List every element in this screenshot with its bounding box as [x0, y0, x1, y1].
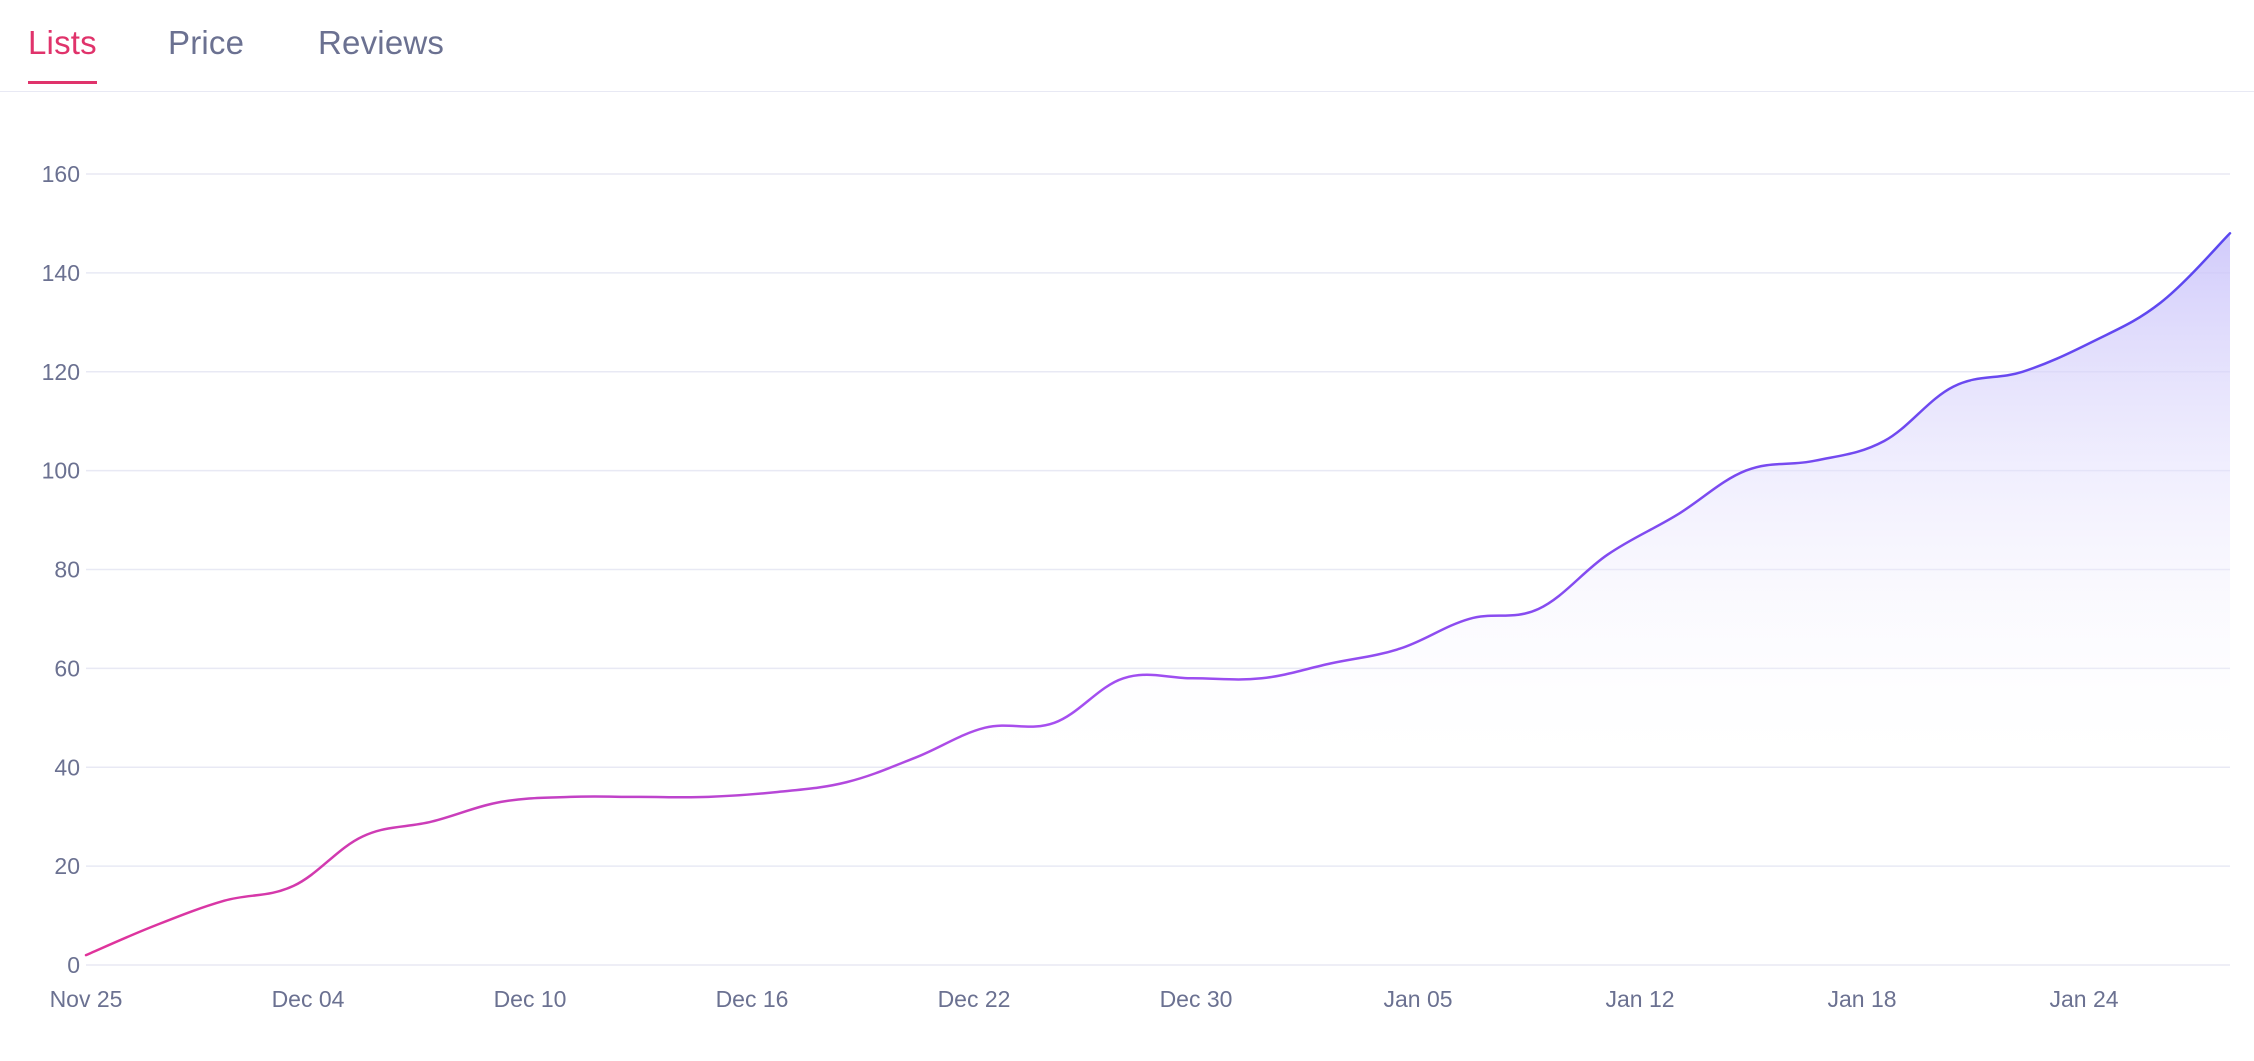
data-point[interactable] — [2153, 295, 2169, 311]
x-tick-label: Dec 16 — [716, 986, 789, 1012]
x-tick-label: Dec 10 — [494, 986, 567, 1012]
data-point[interactable] — [562, 789, 578, 805]
x-axis: Nov 25 Dec 04 Dec 10 Dec 16 Dec 22 Dec 30 Jan … — [50, 986, 2119, 1012]
tab-reviews[interactable]: Reviews — [318, 24, 445, 61]
data-point[interactable] — [78, 947, 94, 963]
data-point[interactable] — [147, 917, 163, 933]
x-tick-label: Jan 18 — [1827, 986, 1896, 1012]
data-point[interactable] — [2015, 364, 2031, 380]
data-point[interactable] — [1530, 601, 1546, 617]
data-point[interactable] — [1945, 379, 1961, 395]
x-tick-label: Nov 25 — [50, 986, 123, 1012]
data-point[interactable] — [1807, 453, 1823, 469]
data-point[interactable] — [216, 893, 232, 909]
x-tick-label: Dec 22 — [938, 986, 1011, 1012]
data-point[interactable] — [1876, 433, 1892, 449]
lists-chart: 0 20 40 60 80 100 120 140 160 Nov 25 Dec 04 Dec 10… — [0, 92, 2254, 1056]
y-tick-label: 100 — [42, 458, 80, 484]
x-tick-label: Jan 05 — [1383, 986, 1452, 1012]
data-point[interactable] — [2222, 225, 2238, 241]
data-point[interactable] — [839, 774, 855, 790]
y-tick-label: 160 — [42, 161, 80, 187]
y-tick-label: 120 — [42, 359, 80, 385]
line-group — [84, 232, 2232, 957]
y-tick-label: 40 — [54, 754, 80, 780]
tab-price[interactable]: Price — [168, 24, 245, 61]
data-point[interactable] — [493, 794, 509, 810]
data-point[interactable] — [285, 878, 301, 894]
data-point[interactable] — [424, 814, 440, 830]
data-point[interactable] — [1461, 611, 1477, 627]
series-line — [84, 232, 2232, 957]
data-point[interactable] — [1392, 641, 1408, 657]
data-point[interactable] — [700, 789, 716, 805]
data-point[interactable] — [1600, 547, 1616, 563]
data-point[interactable] — [1669, 507, 1685, 523]
y-tick-label: 60 — [54, 655, 80, 681]
data-point[interactable] — [1738, 463, 1754, 479]
y-tick-label: 140 — [42, 260, 80, 286]
data-point[interactable] — [1046, 715, 1062, 731]
data-point[interactable] — [1254, 670, 1270, 686]
data-point[interactable] — [770, 784, 786, 800]
x-tick-label: Jan 12 — [1605, 986, 1674, 1012]
y-tick-label: 0 — [67, 952, 80, 978]
lists-chart-svg: 0 20 40 60 80 100 120 140 160 Nov 25 Dec 04 Dec 10… — [42, 161, 2238, 1012]
data-point[interactable] — [1185, 670, 1201, 686]
data-point[interactable] — [908, 749, 924, 765]
x-tick-label: Jan 24 — [2049, 986, 2118, 1012]
area-fill-group — [86, 233, 2230, 966]
area-fill — [86, 233, 2230, 966]
y-tick-label: 80 — [54, 557, 80, 583]
tab-bar: Lists Price Reviews — [0, 0, 2254, 92]
x-tick-label: Dec 04 — [272, 986, 345, 1012]
data-point[interactable] — [977, 720, 993, 736]
y-tick-label: 20 — [54, 853, 80, 879]
data-point[interactable] — [2084, 334, 2100, 350]
data-point[interactable] — [1115, 670, 1131, 686]
data-point[interactable] — [355, 828, 371, 844]
data-point[interactable] — [631, 789, 647, 805]
y-axis: 0 20 40 60 80 100 120 140 160 — [42, 161, 80, 978]
tab-lists[interactable]: Lists — [28, 24, 97, 84]
data-point[interactable] — [1323, 655, 1339, 671]
x-tick-label: Dec 30 — [1160, 986, 1233, 1012]
